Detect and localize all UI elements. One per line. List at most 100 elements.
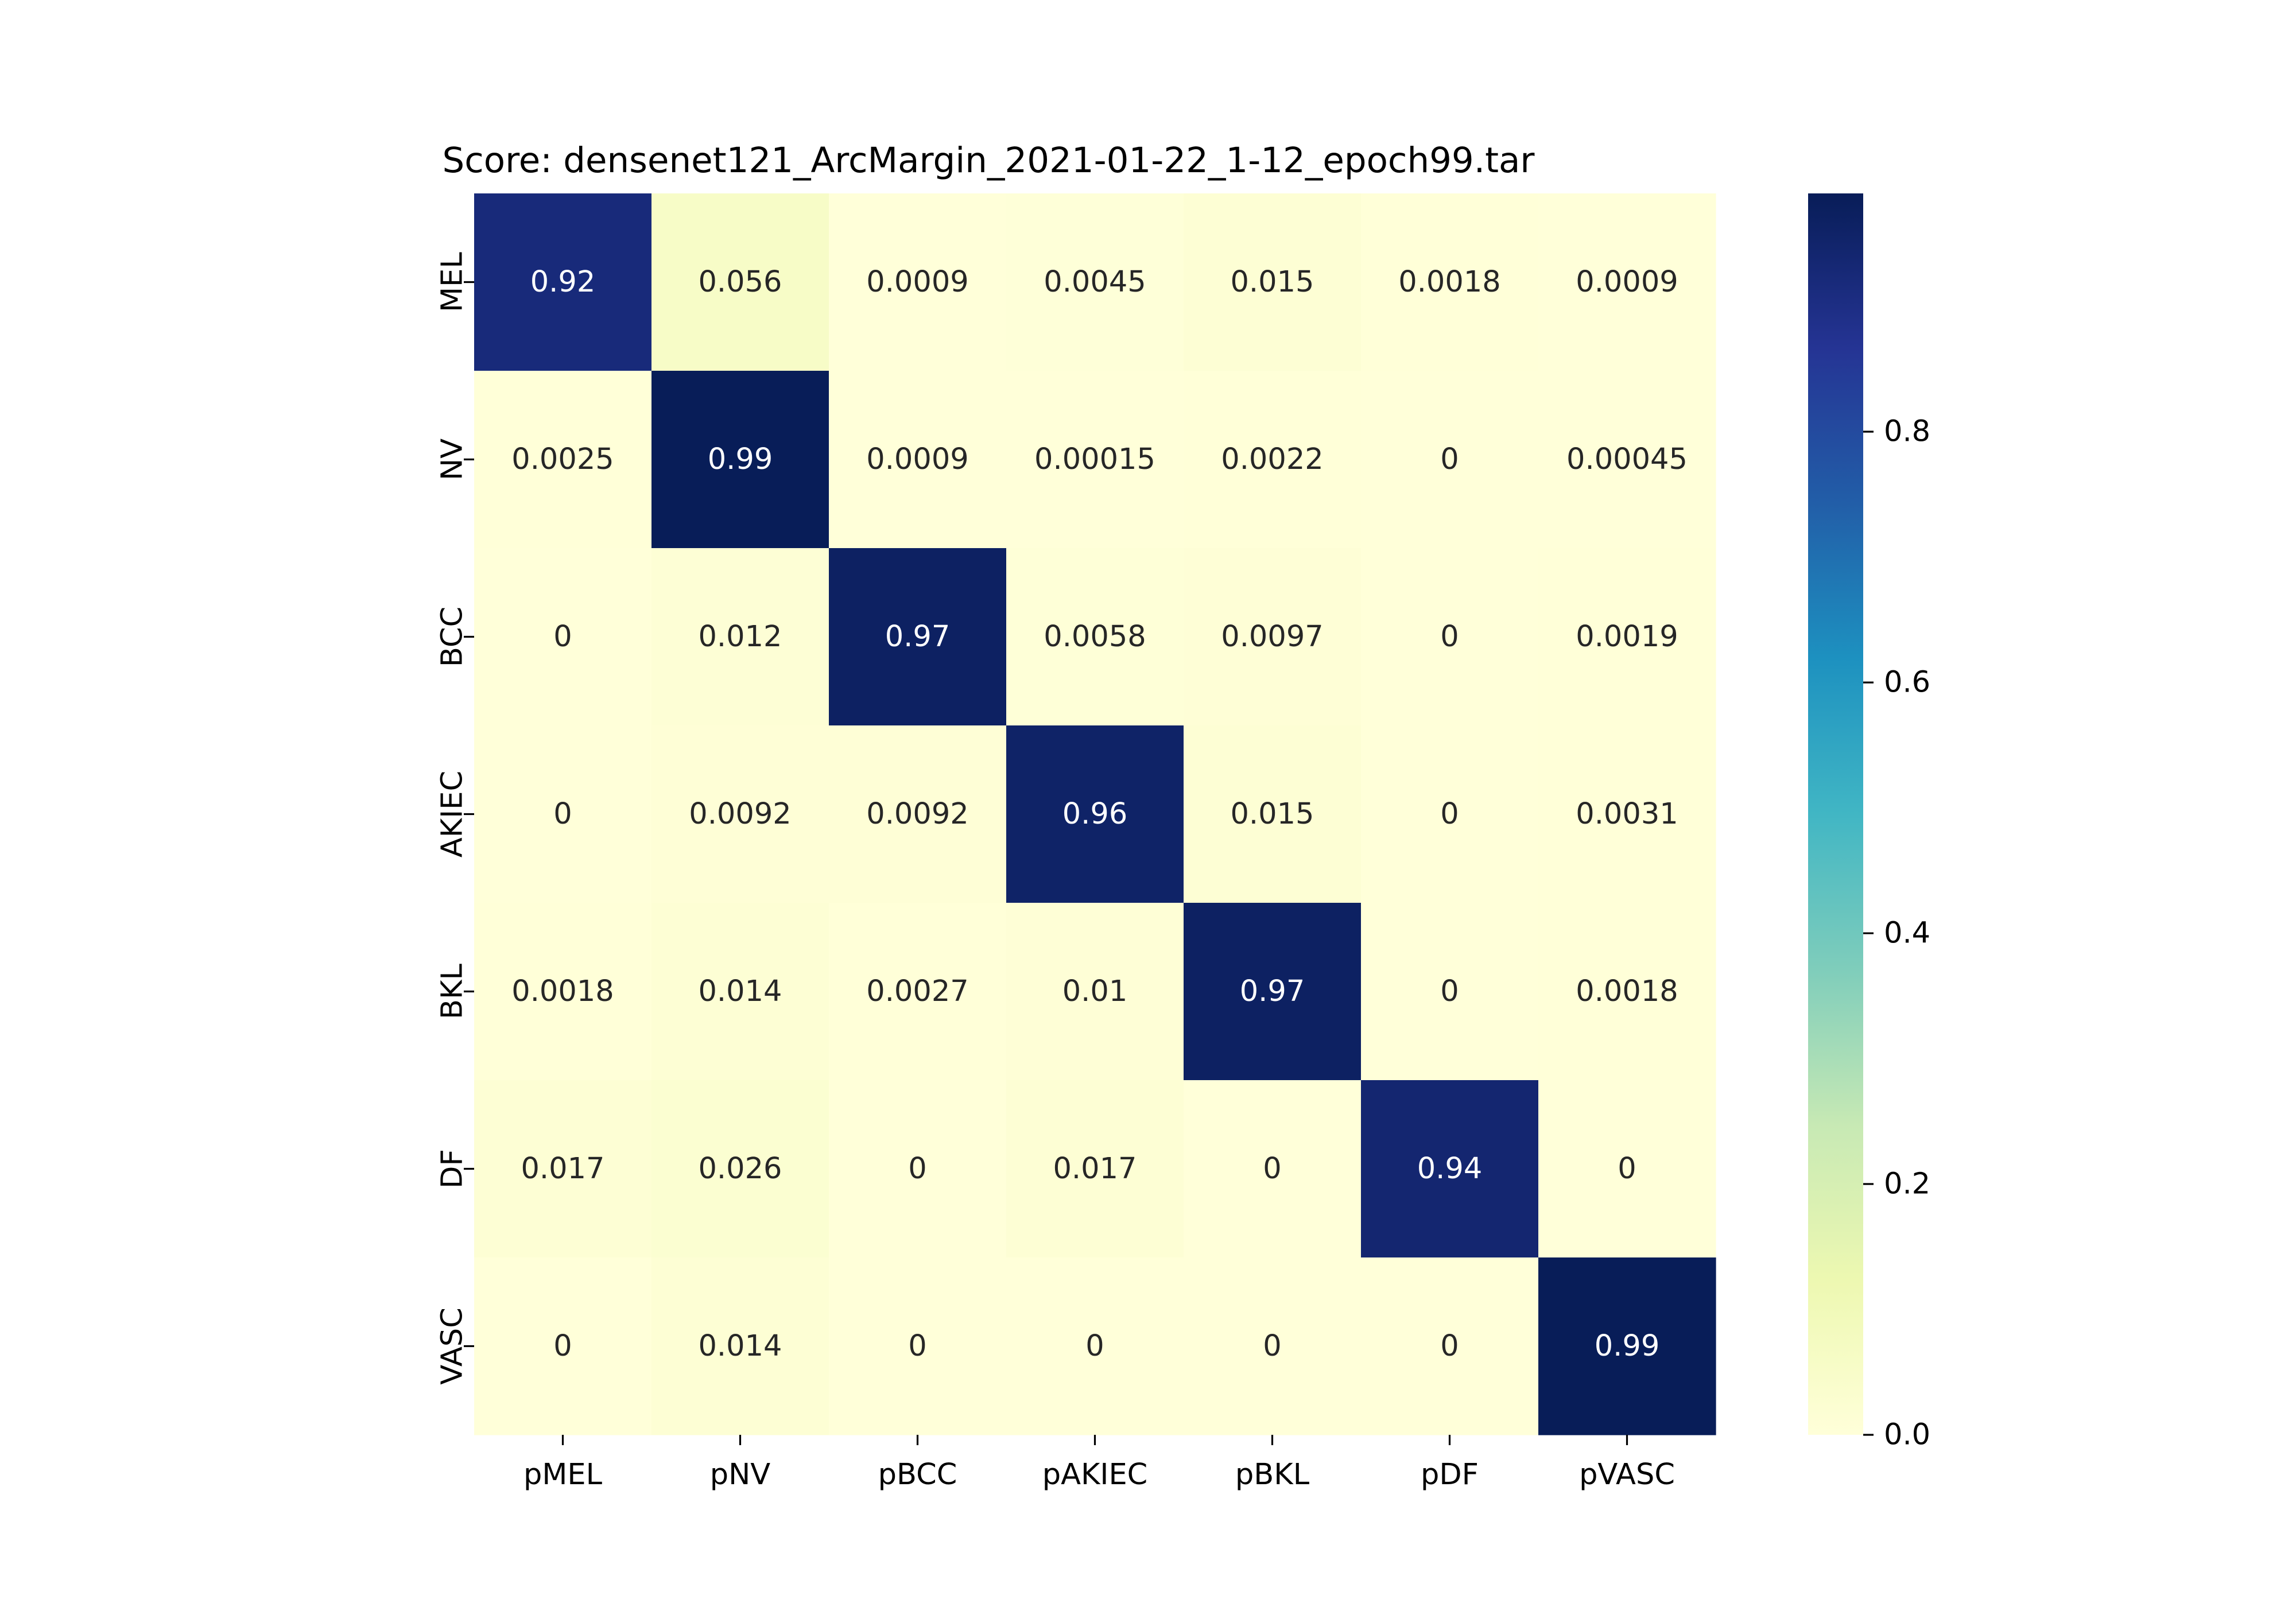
cell-value-label: 0.014 (698, 1329, 782, 1363)
cell-value-label: 0 (553, 1329, 572, 1363)
y-axis: MEL NV BCC AKIEC BKL DF VASC (436, 252, 474, 1385)
cell-BCC-pBCC (829, 548, 1007, 726)
cell-value-labels: 0.92 0.056 0.0009 0.0045 0.015 0.0018 0.0009 0.… (511, 265, 1688, 1363)
y-tick-label-df: DF (436, 1149, 470, 1189)
cell-value-label: 0 (553, 797, 572, 831)
cell-value-label: 0.0019 (1576, 620, 1678, 654)
cell-NV-pVASC (1538, 371, 1716, 549)
cell-value-label: 0.0009 (866, 265, 968, 299)
cell-value-label: 0.92 (530, 265, 596, 299)
x-tick-label-pmel: pMEL (523, 1458, 603, 1492)
cell-DF-pBKL (1184, 1080, 1362, 1258)
cell-value-label: 0 (1440, 797, 1459, 831)
y-tick-label-akiec: AKIEC (436, 771, 470, 857)
y-tick-label-bkl: BKL (436, 963, 470, 1019)
colorbar-tick-label: 0.0 (1884, 1418, 1930, 1452)
cell-BKL-pMEL (474, 903, 652, 1081)
cell-value-label: 0.0031 (1576, 797, 1678, 831)
cell-value-label: 0.99 (708, 442, 773, 476)
cell-VASC-pMEL (474, 1257, 652, 1435)
cell-value-label: 0.017 (521, 1152, 604, 1186)
cell-NV-pBKL (1184, 371, 1362, 549)
cell-value-label: 0 (1440, 1329, 1459, 1363)
cell-BKL-pVASC (1538, 903, 1716, 1081)
cell-value-label: 0.0025 (511, 442, 614, 476)
cell-AKIEC-pBCC (829, 725, 1007, 903)
cell-value-label: 0.0045 (1044, 265, 1146, 299)
cell-BCC-pNV (651, 548, 829, 726)
cell-value-label: 0.0018 (1398, 265, 1500, 299)
chart-title: Score: densenet121_ArcMargin_2021-01-22_… (442, 140, 1535, 181)
cell-value-label: 0 (553, 620, 572, 654)
cell-NV-pBCC (829, 371, 1007, 549)
colorbar-tick-label: 0.8 (1884, 415, 1930, 449)
cell-value-label: 0.0097 (1221, 620, 1323, 654)
x-tick-label-pnv: pNV (710, 1458, 771, 1492)
cell-VASC-pAKIEC (1006, 1257, 1184, 1435)
cell-value-label: 0.0009 (1576, 265, 1678, 299)
cell-NV-pNV (651, 371, 829, 549)
x-tick-label-pdf: pDF (1421, 1458, 1479, 1492)
cell-value-label: 0.017 (1053, 1152, 1137, 1186)
cell-MEL-pMEL (474, 193, 652, 371)
cell-DF-pVASC (1538, 1080, 1716, 1258)
heatmap-grid (474, 193, 1716, 1435)
cell-BKL-pAKIEC (1006, 903, 1184, 1081)
cell-DF-pDF (1361, 1080, 1539, 1258)
cell-value-label: 0.97 (1240, 975, 1305, 1008)
cell-value-label: 0 (1440, 975, 1459, 1008)
cell-value-label: 0.056 (698, 265, 782, 299)
cell-AKIEC-pNV (651, 725, 829, 903)
cell-value-label: 0.0018 (1576, 975, 1678, 1008)
cell-DF-pMEL (474, 1080, 652, 1258)
cell-VASC-pBCC (829, 1257, 1007, 1435)
cell-value-label: 0 (1440, 442, 1459, 476)
cell-MEL-pVASC (1538, 193, 1716, 371)
cell-value-label: 0.97 (885, 620, 951, 654)
cell-value-label: 0 (1440, 620, 1459, 654)
x-tick-label-pvasc: pVASC (1579, 1458, 1675, 1492)
cell-NV-pMEL (474, 371, 652, 549)
cell-MEL-pBKL (1184, 193, 1362, 371)
cell-MEL-pDF (1361, 193, 1539, 371)
y-tick-label-bcc: BCC (436, 607, 470, 667)
colorbar-tick-label: 0.4 (1884, 917, 1930, 950)
cell-AKIEC-pAKIEC (1006, 725, 1184, 903)
cell-value-label: 0 (908, 1329, 926, 1363)
cell-value-label: 0 (1263, 1152, 1281, 1186)
cell-BCC-pAKIEC (1006, 548, 1184, 726)
cell-value-label: 0.01 (1062, 975, 1128, 1008)
cell-DF-pBCC (829, 1080, 1007, 1258)
cell-MEL-pNV (651, 193, 829, 371)
cell-AKIEC-pDF (1361, 725, 1539, 903)
cell-value-label: 0.015 (1230, 265, 1314, 299)
y-tick-label-nv: NV (436, 438, 470, 480)
cell-value-label: 0.012 (698, 620, 782, 654)
cell-VASC-pNV (651, 1257, 829, 1435)
cell-value-label: 0.0092 (866, 797, 968, 831)
cell-BKL-pBKL (1184, 903, 1362, 1081)
cell-value-label: 0 (1618, 1152, 1636, 1186)
x-tick-label-pbcc: pBCC (878, 1458, 957, 1492)
cell-AKIEC-pMEL (474, 725, 652, 903)
cell-BKL-pNV (651, 903, 829, 1081)
cell-AKIEC-pBKL (1184, 725, 1362, 903)
cell-BCC-pDF (1361, 548, 1539, 726)
cell-value-label: 0.014 (698, 975, 782, 1008)
x-tick-label-pbkl: pBKL (1235, 1458, 1310, 1492)
cell-value-label: 0.94 (1417, 1152, 1483, 1186)
cell-MEL-pAKIEC (1006, 193, 1184, 371)
cell-MEL-pBCC (829, 193, 1007, 371)
cell-BCC-pMEL (474, 548, 652, 726)
cell-value-label: 0.0027 (866, 975, 968, 1008)
colorbar (1808, 193, 1863, 1435)
cell-BKL-pBCC (829, 903, 1007, 1081)
cell-value-label: 0 (1263, 1329, 1281, 1363)
x-tick-label-pakiec: pAKIEC (1042, 1458, 1148, 1492)
cell-VASC-pDF (1361, 1257, 1539, 1435)
cell-value-label: 0.0009 (866, 442, 968, 476)
cell-value-label: 0 (1085, 1329, 1104, 1363)
cell-BKL-pDF (1361, 903, 1539, 1081)
cell-DF-pAKIEC (1006, 1080, 1184, 1258)
y-tick-label-mel: MEL (436, 252, 470, 312)
